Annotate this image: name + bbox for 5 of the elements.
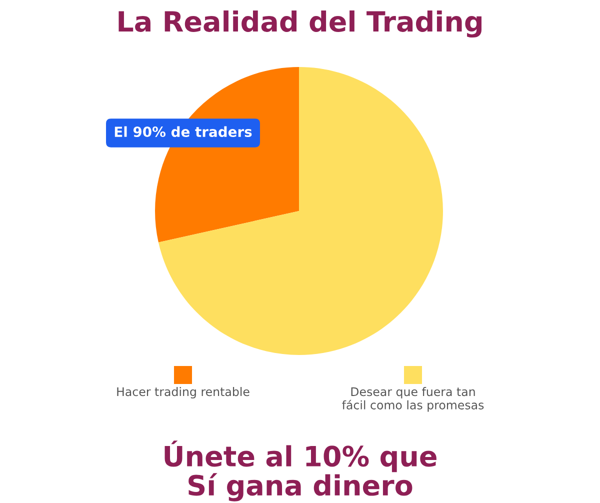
chart-title: La Realidad del Trading xyxy=(118,10,482,38)
legend-label: Hacer trading rentable xyxy=(117,387,250,398)
legend-label: Desear que fuera tan fácil como las promesas xyxy=(342,387,484,412)
text: El 90% de traders xyxy=(114,126,252,138)
text: Únete al 10% que Sí gana dinero xyxy=(164,440,436,502)
